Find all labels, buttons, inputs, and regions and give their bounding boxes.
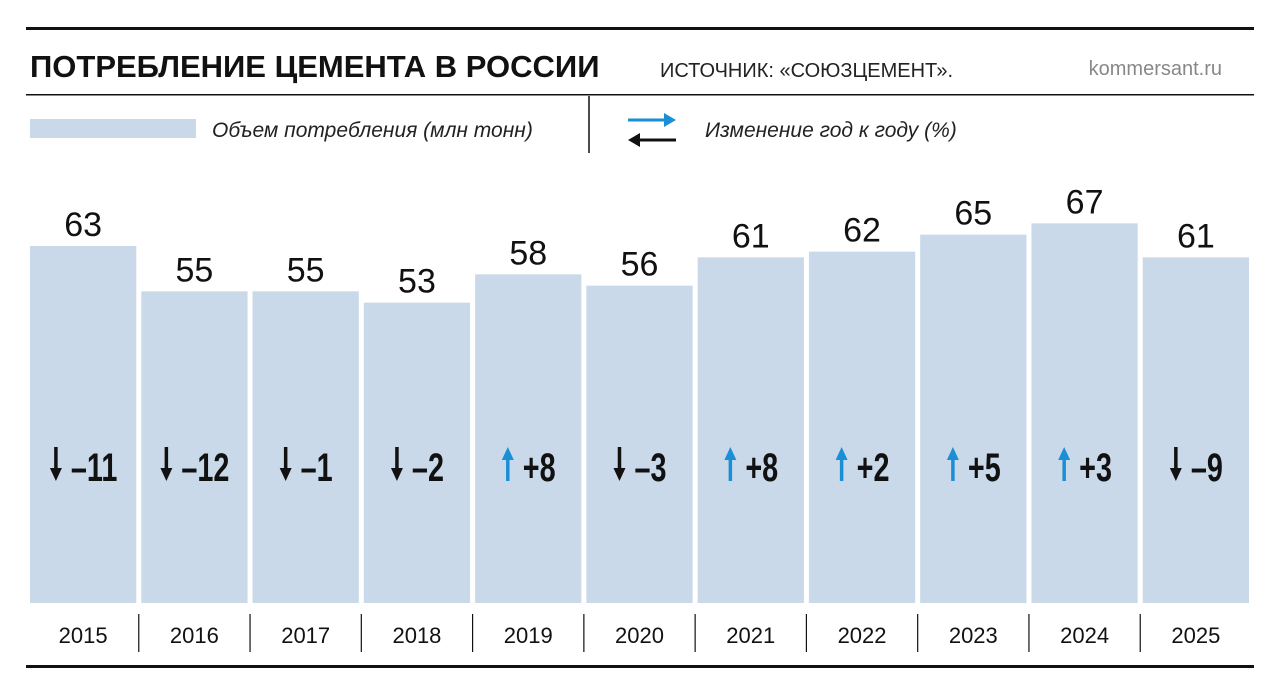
- value-label: 67: [1066, 183, 1104, 221]
- x-tick-label: 2021: [726, 623, 775, 648]
- arrow-part: [160, 468, 173, 481]
- bar: [30, 246, 137, 603]
- x-tick-label: 2018: [392, 623, 441, 648]
- change-arrow: [724, 447, 737, 481]
- arrow-part: [724, 447, 737, 460]
- change-arrow: [160, 447, 173, 481]
- x-tick-label: 2015: [59, 623, 108, 648]
- change-label: –2: [412, 445, 444, 490]
- arrow-part: [49, 468, 62, 481]
- arrow-part: [1058, 447, 1071, 460]
- value-label: 55: [175, 251, 213, 289]
- legend-label: Объем потребления (млн тонн): [212, 119, 533, 142]
- arrow-part: [613, 468, 626, 481]
- arrow-part: [390, 468, 403, 481]
- x-tick-label: 2019: [504, 623, 553, 648]
- change-label: +8: [523, 445, 556, 490]
- top-rule: [26, 27, 1254, 30]
- bar: [475, 274, 582, 603]
- arrow-part: [835, 447, 848, 460]
- bar: [1142, 257, 1249, 603]
- bar: [697, 257, 804, 603]
- arrow-part: [279, 468, 292, 481]
- change-arrow: [946, 447, 959, 481]
- change-arrow: [835, 447, 848, 481]
- bar: [920, 234, 1027, 603]
- bar: [1031, 223, 1138, 604]
- bar: [141, 291, 248, 603]
- header-rule: [26, 94, 1254, 96]
- value-label: 58: [509, 234, 547, 272]
- change-label: –1: [301, 445, 333, 490]
- change-label: –11: [71, 445, 117, 490]
- change-label: –12: [181, 445, 229, 490]
- x-tick-label: 2017: [281, 623, 330, 648]
- x-tick-label: 2020: [615, 623, 664, 648]
- bar: [252, 291, 359, 603]
- x-tick-label: 2025: [1171, 623, 1220, 648]
- bar: [586, 285, 693, 603]
- value-label: 56: [621, 246, 659, 284]
- site: kommersant.ru: [1089, 58, 1222, 80]
- arrow-part: [1169, 468, 1182, 481]
- legend-label: Изменение год к году (%): [705, 119, 957, 142]
- x-tick-label: 2023: [949, 623, 998, 648]
- bar: [363, 302, 471, 603]
- value-label: 62: [843, 212, 881, 250]
- x-tick-label: 2016: [170, 623, 219, 648]
- x-tick-label: 2022: [838, 623, 887, 648]
- change-arrow: [613, 447, 626, 481]
- change-arrow: [390, 447, 403, 481]
- chart-title: ПОТРЕБЛЕНИЕ ЦЕМЕНТА В РОССИИ: [30, 49, 600, 84]
- value-label: 61: [1177, 217, 1215, 255]
- value-label: 61: [732, 217, 770, 255]
- x-tick-label: 2024: [1060, 623, 1109, 648]
- value-label: 53: [398, 263, 436, 301]
- value-label: 55: [287, 251, 325, 289]
- change-label: +5: [968, 445, 1001, 490]
- change-arrow: [1169, 447, 1182, 481]
- value-label: 63: [64, 206, 102, 244]
- change-arrow: [1058, 447, 1071, 481]
- change-arrow: [279, 447, 292, 481]
- change-label: +3: [1079, 445, 1112, 490]
- legend-arrows: [628, 113, 676, 147]
- change-label: +8: [745, 445, 778, 490]
- value-label: 65: [954, 195, 992, 233]
- change-label: –9: [1191, 445, 1223, 490]
- legend-swatch: [30, 119, 196, 138]
- bar: [808, 251, 916, 603]
- source: ИСТОЧНИК: «СОЮЗЦЕМЕНТ».: [660, 60, 953, 82]
- bottom-rule: [26, 665, 1254, 668]
- change-arrow: [501, 447, 514, 481]
- arrow-part: [501, 447, 514, 460]
- change-label: –3: [634, 445, 666, 490]
- change-arrow: [49, 447, 62, 481]
- arrow-part: [946, 447, 959, 460]
- change-label: +2: [857, 445, 890, 490]
